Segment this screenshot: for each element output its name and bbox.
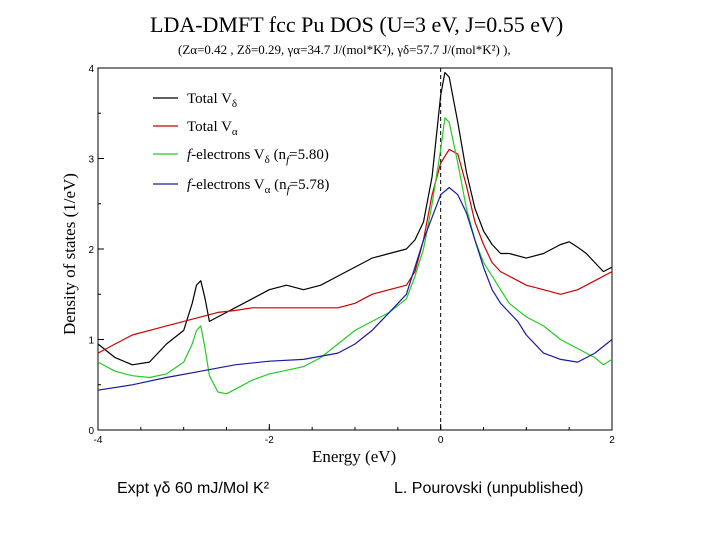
chart-title: LDA-DMFT fcc Pu DOS (U=3 eV, J=0.55 eV) [150, 12, 564, 37]
x-tick-label: 0 [438, 435, 444, 446]
experiment-note: Expt γδ 60 mJ/Mol K² [117, 480, 270, 497]
x-tick-label: 2 [609, 435, 615, 446]
y-tick-label: 2 [88, 245, 94, 256]
y-tick-label: 3 [88, 155, 94, 166]
series-line-3 [97, 117, 613, 395]
legend-entry: Total Vα [187, 119, 238, 138]
series-lines [97, 71, 613, 395]
legend-entry: f-electrons Vδ (nf=5.80) [187, 147, 329, 166]
x-axis-label: Energy (eV) [312, 447, 397, 466]
x-tick-label: -4 [94, 435, 103, 446]
legend-entry: f-electrons Vα (nf=5.78) [187, 177, 329, 196]
series-line-2 [97, 148, 613, 354]
y-tick-label: 0 [88, 426, 94, 437]
x-tick-label: -2 [265, 435, 274, 446]
y-tick-label: 1 [88, 336, 94, 347]
series-line-4 [97, 186, 613, 391]
attribution-note: L. Pourovski (unpublished) [394, 480, 584, 497]
y-tick-label: 4 [88, 64, 94, 75]
series-line-1 [97, 71, 613, 366]
legend: Total Vδ Total Vα f-electrons Vδ (nf=5.80)… [153, 91, 329, 196]
legend-entry: Total Vδ [187, 91, 237, 110]
chart-subtitle: (Zα=0.42 , Zδ=0.29, γα=34.7 J/(mol*K²), … [178, 42, 511, 57]
